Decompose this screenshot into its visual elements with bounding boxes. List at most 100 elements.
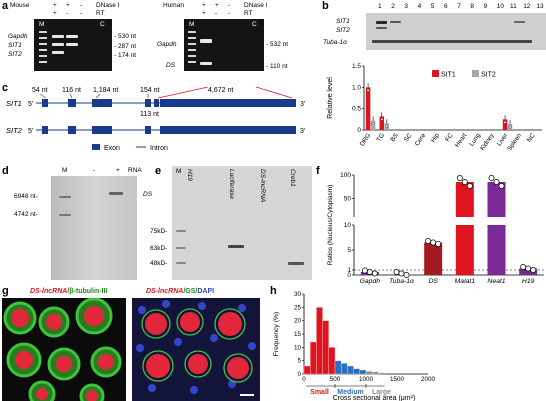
panel-f-category-label: Malat1 xyxy=(455,278,476,285)
human-gene-ds: DS xyxy=(166,62,176,69)
panel-b-category-label: Kidney xyxy=(479,131,496,151)
panel-c-size-4672: 4,672 nt xyxy=(208,87,233,94)
panel-f-ytick-label: 5 xyxy=(347,247,351,254)
panel-f-bar xyxy=(424,242,443,275)
panel-c-gene-structure: 54 nt 116 nt 1,184 nt 154 nt 4,672 nt SI… xyxy=(6,86,305,152)
panel-b-lane-number: 1 xyxy=(378,3,382,10)
panel-e-luciferase-band xyxy=(228,245,244,248)
mouse-band-sit2 xyxy=(52,51,64,54)
panel-b-band-sit1-11 xyxy=(514,21,525,23)
human-dnase-minus: - xyxy=(228,2,231,9)
panel-b-bar-sit1 xyxy=(379,116,385,130)
panel-f-point xyxy=(435,241,442,247)
panel-b-category-label: TG xyxy=(375,132,386,143)
panel-f-bar xyxy=(455,182,474,217)
panel-h-xtick-label: 1000 xyxy=(359,376,374,383)
human-gel-image: M C xyxy=(184,19,264,71)
panel-b-lane-number: 7 xyxy=(457,3,461,10)
mouse-gene-sit2: SIT2 xyxy=(8,51,22,58)
panel-b-gel-tuba: Tuba-1α xyxy=(323,39,347,46)
panel-g-label: g xyxy=(2,285,9,297)
panel-g-right-title-dapi: DAPI xyxy=(197,288,215,295)
panel-b-point xyxy=(385,124,389,128)
panel-c-sit1-3prime: 3' xyxy=(300,101,305,108)
mouse-band-sit1 xyxy=(52,43,64,46)
panel-c-label: c xyxy=(2,82,9,94)
panel-h-bar xyxy=(353,368,360,375)
panel-f-point xyxy=(430,239,437,246)
panel-f-point xyxy=(530,267,537,273)
panel-f-point xyxy=(461,179,468,185)
panel-b-point xyxy=(371,122,375,126)
panel-f-point xyxy=(371,270,378,277)
panel-h-ytick-label: 30 xyxy=(294,291,302,298)
panel-b-category-label: DRG xyxy=(359,132,373,148)
mouse-size-530: - 530 nt xyxy=(114,33,137,40)
panel-c-legend-exon: Exon xyxy=(104,145,120,152)
panel-h-xtick-label: 0 xyxy=(302,376,306,383)
panel-h-bar xyxy=(334,360,342,375)
panel-h-ytick-label: 25 xyxy=(294,304,302,311)
panel-b-bar-sit1 xyxy=(502,119,508,130)
panel-b-category-label: Spleen xyxy=(506,132,523,152)
human-gel-m: M xyxy=(189,21,195,28)
panel-b-legend-sit1: SIT1 xyxy=(441,72,456,79)
panel-e-ladder-band-2 xyxy=(176,247,186,249)
human-size-532: - 532 nt xyxy=(266,41,289,48)
panel-h-bar xyxy=(347,365,354,375)
mouse-band-sit1-2 xyxy=(66,43,78,46)
mouse-size-174: - 174 nt xyxy=(114,52,137,59)
panel-b-ytick-label: 0 xyxy=(357,127,361,134)
panel-f-chart: 01 5 10 50 100 Ratios (Nucleus/Cytoplasm) Gapd… xyxy=(327,172,544,285)
panel-h-bar xyxy=(310,341,317,375)
panel-f-point xyxy=(525,265,532,272)
panel-b-gel-image xyxy=(366,13,546,50)
human-dnase-plus2: + xyxy=(215,2,219,9)
panel-b-legend-sit2: SIT2 xyxy=(481,72,496,79)
panel-f-point xyxy=(393,269,400,275)
panel-b-lane-number: 11 xyxy=(510,3,517,10)
panel-h-chart: 0 5 10 15 20 25 30 0 500 1000 1500 2000 Frequency (%… xyxy=(273,291,435,401)
panel-c-sit1-exon-3 xyxy=(92,99,112,107)
panel-b-bar-sit2 xyxy=(370,120,376,130)
panel-b-point xyxy=(503,120,507,124)
panel-f-ytick-label: 100 xyxy=(340,172,351,179)
panel-f-point xyxy=(493,179,500,185)
human-dnase-plus1: + xyxy=(202,2,206,9)
mouse-ladder xyxy=(39,31,47,67)
panel-b-lane-number: 8 xyxy=(470,3,475,10)
panel-c-size-1184: 1,184 nt xyxy=(93,87,118,94)
panel-e-m: M xyxy=(176,168,182,175)
panel-d-ds-band xyxy=(109,192,123,195)
panel-h-ytick-label: 10 xyxy=(294,344,302,351)
human-rt-label: RT xyxy=(244,10,253,17)
panel-c-size-113: 113 nt xyxy=(140,111,159,118)
panel-f-ytick-label: 1 xyxy=(347,267,351,274)
panel-d-ladder-band-1 xyxy=(59,196,71,198)
panel-e-ladder-band-1 xyxy=(176,230,186,232)
human-dnase-label: DNase I xyxy=(244,2,268,9)
panel-g-right-title-gs: /GS/ xyxy=(183,288,198,295)
panel-c-sit1-5prime: 5' xyxy=(28,101,33,108)
mouse-band-gapdh xyxy=(52,35,64,38)
panel-c-guide-6 xyxy=(255,86,293,99)
panel-h-bar xyxy=(322,320,329,375)
mouse-gene-sit1: SIT1 xyxy=(8,42,22,49)
panel-c-sit2-exon-4 xyxy=(145,126,151,134)
panel-d-ds-label: DS xyxy=(143,191,153,198)
panel-c-guide-3 xyxy=(95,93,101,99)
mouse-rt-plus: + xyxy=(53,10,57,17)
mouse-rt-minus1: - xyxy=(66,10,69,17)
human-band-gapdh xyxy=(200,39,212,43)
mouse-dnase-label: DNase I xyxy=(96,2,120,9)
panel-g-scale-bar xyxy=(240,394,254,396)
panel-e-marker-75: 75kD- xyxy=(150,228,168,235)
mouse-dnase-plus2: + xyxy=(66,2,70,9)
human-rt-minus2: - xyxy=(228,10,231,17)
panel-c-guide-5 xyxy=(157,86,209,99)
mouse-dnase-plus1: + xyxy=(53,2,57,9)
panel-e-marker-48: 48kD- xyxy=(150,260,168,267)
panel-f-point xyxy=(520,264,527,270)
panel-f-point xyxy=(425,238,432,244)
panel-c-legend-intron: Intron xyxy=(150,145,168,152)
